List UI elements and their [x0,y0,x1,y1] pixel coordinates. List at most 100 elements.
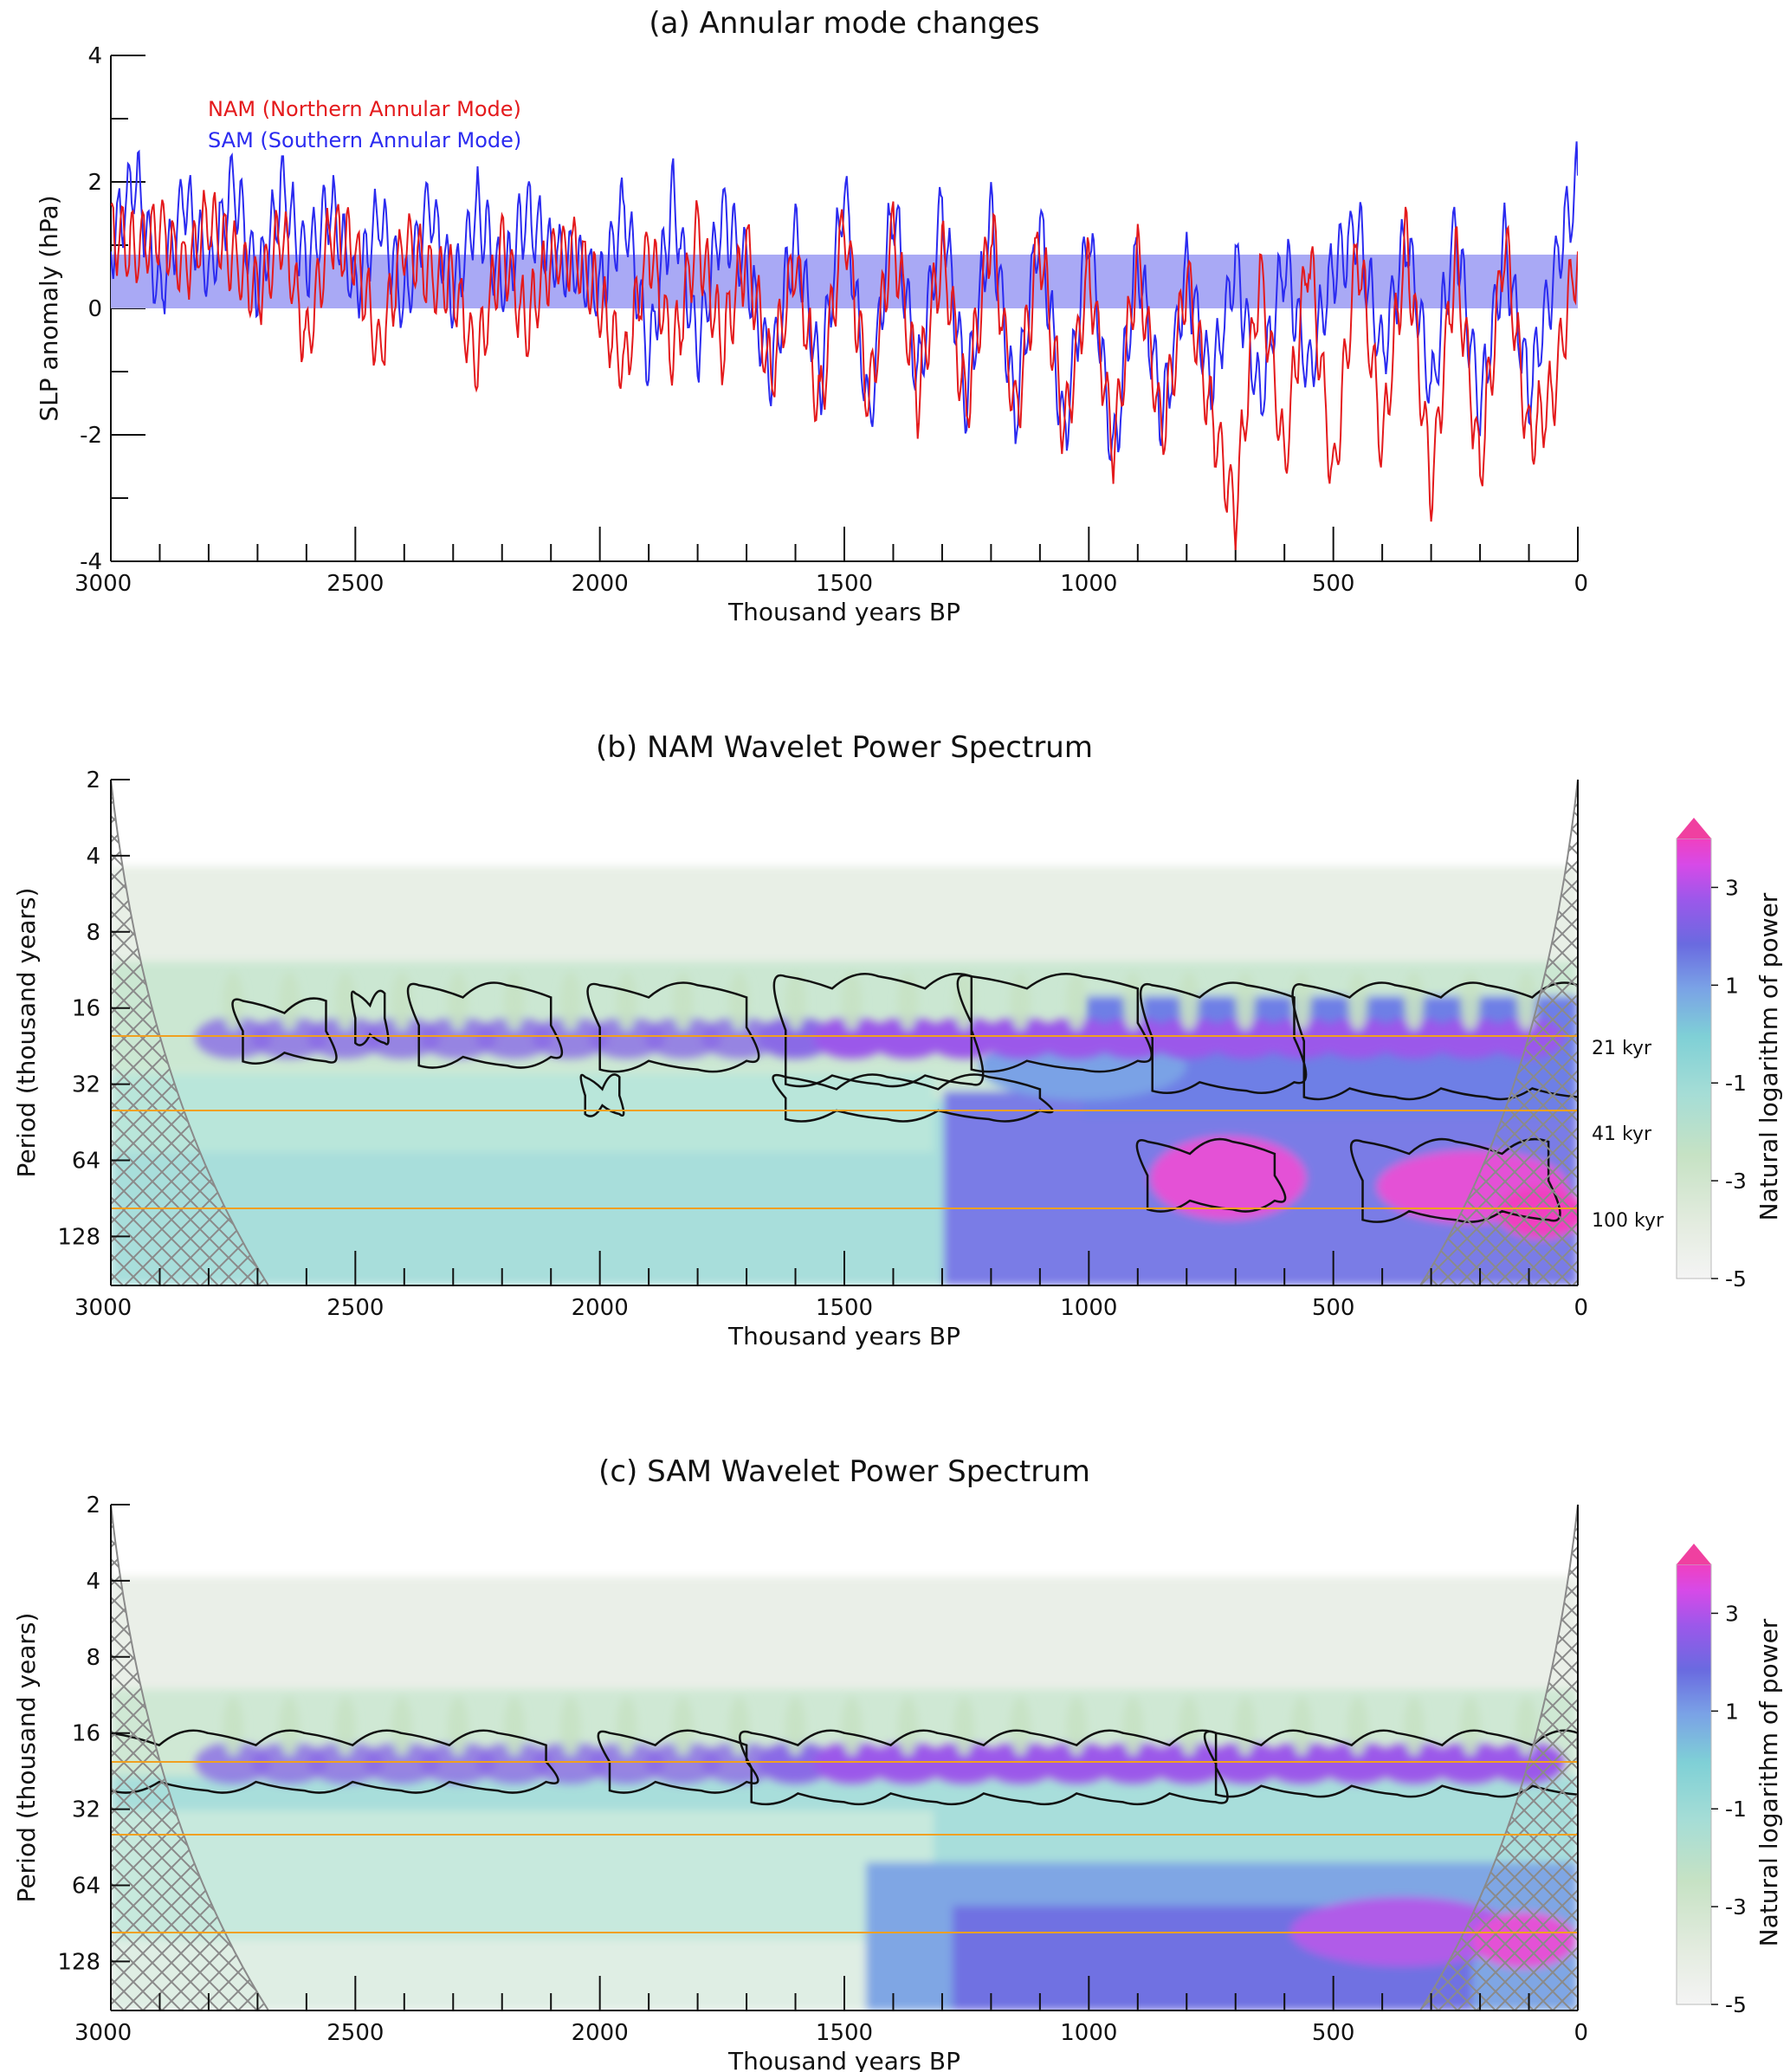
significance-contour [406,981,564,1069]
x-tick-label: 1000 [1060,2020,1117,2046]
colorbar-c-label: Natural logarithm of power [1754,1618,1783,1946]
legend-sam: SAM (Southern Annular Mode) [208,128,521,152]
x-tick-label: 2000 [572,1295,629,1321]
power-blob [1290,1697,1312,1757]
power-blob [897,972,919,1032]
power-blob [1066,972,1088,1032]
colorbar-tick-label: -3 [1725,1169,1747,1194]
power-blob [1319,1017,1396,1059]
panel-b-title: (b) NAM Wavelet Power Spectrum [596,730,1093,765]
panel-b-axis: 2 4 8 16 32 64 128 3000 2500 2000 1500 1000 500 0 [57,767,1588,1321]
power-blob [335,1697,357,1757]
x-tick-label: 3000 [74,2020,132,2046]
colorbar-b-label: Natural logarithm of power [1754,892,1783,1221]
power-blob [1151,1742,1228,1784]
panel-a-ylabel: SLP anomaly (hPa) [35,195,63,421]
power-blob [672,972,694,1032]
x-tick-label: 2500 [326,571,384,597]
y-tick-label: 0 [87,296,102,322]
power-blob [869,1742,947,1784]
y-tick-label: -4 [80,549,102,575]
cone-right [1418,780,1578,1285]
panel-c-significance-contours [111,1729,1578,1806]
power-blob [1235,1697,1257,1757]
power-blob [363,1017,440,1059]
colorbar-tick-label: 1 [1725,973,1739,998]
significance-contour [772,1073,1054,1123]
y-tick-label: 128 [57,1224,100,1250]
significance-contour [350,989,390,1046]
panel-a-xlabel: Thousand years BP [727,598,960,626]
power-blob [503,972,525,1032]
power-blob [616,972,637,1032]
power-blob [447,972,469,1032]
power-blob [1403,1697,1425,1757]
x-tick-label: 1000 [1060,571,1117,597]
colorbar-tick-label: 3 [1725,1601,1739,1626]
power-blob [1122,972,1144,1032]
power-blob [475,1742,553,1784]
power-blob [588,1017,665,1059]
x-tick-label: 3000 [74,1295,132,1321]
power-blob [982,1017,1059,1059]
significance-contour [579,1073,625,1117]
panel-a-title: (a) Annular mode changes [649,6,1039,41]
power-blob [701,1742,778,1784]
colorbar-tick-label: -1 [1725,1071,1747,1096]
significance-contour [586,981,760,1073]
power-blob [1235,972,1257,1032]
colorbar-tick-label: 3 [1725,875,1739,900]
colorbar-tick-label: -1 [1725,1797,1747,1822]
power-blob [1347,1697,1368,1757]
power-blob [559,1697,581,1757]
power-blob [391,1697,412,1757]
x-tick-label: 2500 [326,2020,384,2046]
power-blob [1375,1742,1452,1784]
power-blob [1179,972,1200,1032]
y-tick-label: 16 [72,996,100,1022]
label-100kyr: 100 kyr [1592,1210,1664,1232]
y-tick-label: 64 [72,1874,100,1900]
significance-contour [111,1729,559,1794]
power-blob [195,1742,272,1784]
power-blob [644,1742,721,1784]
y-tick-label: 4 [87,43,102,69]
power-blob [447,1697,469,1757]
power-blob [785,1697,806,1757]
power-blob [982,1742,1059,1784]
power-blob [503,1697,525,1757]
colorbar-c: 3 1 -1 -3 -5 Natural logarithm of power [1676,1544,1783,2017]
power-blob [1207,1017,1284,1059]
power-blob [1207,1742,1284,1784]
power-blob [1151,1017,1228,1059]
power-blob [1038,1742,1115,1784]
y-tick-label: 64 [72,1149,100,1175]
power-blob [1179,1697,1200,1757]
panel-c-axis: 2 4 8 16 32 64 128 3000 2500 2000 1500 1000 500 0 [57,1492,1588,2046]
power-blob [279,972,300,1032]
power-blob [588,1742,665,1784]
panel-c-ylabel: Period (thousand years) [12,1613,41,1903]
power-blob [616,1697,637,1757]
x-tick-label: 2500 [326,1295,384,1321]
x-tick-label: 0 [1574,2020,1588,2046]
y-tick-label: 8 [86,920,100,946]
x-tick-label: 0 [1574,1295,1588,1321]
y-tick-label: 2 [87,170,102,196]
colorbar-tick-label: -3 [1725,1894,1747,1920]
power-blob [532,1742,609,1784]
power-blob [335,972,357,1032]
significance-contour [956,973,1153,1073]
power-blob [1010,1697,1031,1757]
significance-contour [231,997,338,1065]
power-blob [926,1017,1003,1059]
power-blob [1066,1697,1088,1757]
power-blob [1122,1697,1144,1757]
y-tick-label: 2 [86,1492,100,1518]
y-tick-label: 32 [72,1797,100,1823]
power-blob [926,1742,1003,1784]
power-blob [1431,1742,1509,1784]
